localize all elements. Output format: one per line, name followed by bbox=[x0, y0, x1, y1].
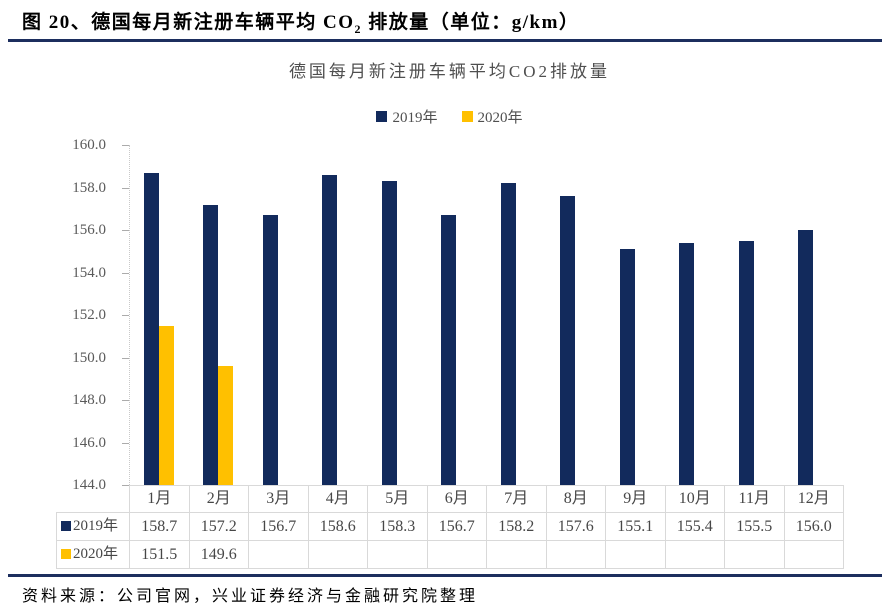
value-cell-2019-m1: 158.7 bbox=[129, 512, 190, 541]
month-header-cell-m10: 10月 bbox=[664, 485, 725, 513]
value-cell-2019-m11: 155.5 bbox=[724, 512, 785, 541]
bar-2019-m11 bbox=[738, 240, 754, 485]
month-header-cell-m12: 12月 bbox=[783, 485, 844, 513]
y-axis-tick bbox=[122, 485, 129, 486]
legend-swatch-icon bbox=[376, 111, 388, 122]
month-header-cell-m2: 2月 bbox=[188, 485, 249, 513]
y-axis-label: 154.0 bbox=[72, 264, 106, 281]
figure-title-unit: 排放量（单位：g/km） bbox=[362, 12, 580, 33]
series-key-cell-2020: 2020年 bbox=[56, 540, 130, 569]
month-header-row: 1月 2月 3月 4月 5月 6月 7月 8月 9月 10月 11月 12月 bbox=[57, 485, 844, 513]
legend-label: 2020年 bbox=[477, 110, 523, 126]
bar-2019-m12 bbox=[798, 230, 814, 485]
series-key-label: 2019年 bbox=[73, 518, 119, 534]
y-axis-line bbox=[129, 145, 130, 485]
bar-2019-m8 bbox=[560, 196, 576, 485]
y-axis-label: 148.0 bbox=[72, 392, 106, 408]
value-cell-2020-m8 bbox=[545, 540, 606, 569]
chart-legend: 2019年 2020年 bbox=[56, 106, 843, 127]
y-axis-tick bbox=[122, 187, 129, 189]
value-cell-2019-m12: 156.0 bbox=[783, 512, 844, 541]
legend-item-2019: 2019年 bbox=[376, 106, 438, 127]
y-axis-tick bbox=[122, 357, 129, 359]
y-axis-label: 152.0 bbox=[72, 307, 106, 323]
value-cell-2019-m2: 157.2 bbox=[188, 512, 249, 541]
month-header-cell-m8: 8月 bbox=[545, 485, 606, 513]
value-cell-2020-m6 bbox=[426, 540, 487, 569]
value-cell-2019-m3: 156.7 bbox=[248, 512, 309, 541]
month-header-cell-m6: 6月 bbox=[426, 485, 487, 513]
chart-data-table: 1月 2月 3月 4月 5月 6月 7月 8月 9月 10月 11月 12月 2019年 158.7 157… bbox=[56, 485, 844, 569]
value-cell-2020-m12 bbox=[783, 540, 844, 569]
month-header-cell-m3: 3月 bbox=[248, 485, 309, 513]
value-cell-2019-m8: 157.6 bbox=[545, 512, 606, 541]
month-header-cell-m1: 1月 bbox=[129, 485, 190, 513]
value-cell-2020-m5 bbox=[367, 540, 428, 569]
value-cell-2019-m5: 158.3 bbox=[367, 512, 428, 541]
value-cell-2020-m2: 149.6 bbox=[188, 540, 249, 569]
bar-2019-m7 bbox=[500, 183, 516, 485]
value-cell-2020-m9 bbox=[605, 540, 666, 569]
y-axis-tick bbox=[122, 442, 129, 444]
value-cell-2020-m4 bbox=[307, 540, 368, 569]
legend-label: 2019年 bbox=[392, 110, 438, 126]
bar-2020-m2 bbox=[218, 366, 234, 485]
table-row-2020: 2020年 151.5 149.6 bbox=[56, 540, 844, 569]
value-cell-2019-m7: 158.2 bbox=[486, 512, 547, 541]
y-axis-label: 146.0 bbox=[72, 434, 106, 451]
header-divider bbox=[8, 39, 882, 42]
bar-2020-m1 bbox=[158, 325, 174, 485]
y-axis-label: 144.0 bbox=[72, 477, 106, 493]
y-axis-label: 150.0 bbox=[72, 349, 106, 366]
y-axis-tick bbox=[122, 315, 129, 316]
bar-2019-m1 bbox=[143, 172, 159, 485]
y-axis-tick bbox=[122, 230, 129, 231]
month-header-cell-m5: 5月 bbox=[367, 485, 428, 513]
y-axis-label: 158.0 bbox=[72, 179, 106, 196]
figure-title-text: 图 20、德国每月新注册车辆平均 CO bbox=[22, 12, 355, 33]
figure-title: 图 20、德国每月新注册车辆平均 CO2 排放量（单位：g/km） bbox=[22, 7, 579, 37]
y-axis-tick bbox=[122, 400, 129, 401]
value-cell-2019-m6: 156.7 bbox=[426, 512, 487, 541]
value-cell-2019-m4: 158.6 bbox=[307, 512, 368, 541]
month-header-cell-m7: 7月 bbox=[486, 485, 547, 513]
chart-title: 德国每月新注册车辆平均CO2排放量 bbox=[288, 62, 611, 81]
series-key-swatch-icon bbox=[61, 520, 71, 531]
month-header-cell-m9: 9月 bbox=[605, 485, 666, 513]
bar-2019-m10 bbox=[679, 242, 695, 485]
bar-2019-m2 bbox=[203, 204, 219, 485]
series-key-cell-2019: 2019年 bbox=[56, 512, 130, 541]
value-cell-2020-m1: 151.5 bbox=[129, 540, 190, 569]
table-row-2019: 2019年 158.7 157.2 156.7 158.6 158.3 156.7 158.2… bbox=[56, 512, 844, 541]
bar-2019-m5 bbox=[381, 181, 397, 485]
table-corner-cell bbox=[57, 486, 130, 513]
y-axis-tick bbox=[122, 145, 129, 146]
series-key-swatch-icon bbox=[61, 548, 71, 559]
y-axis-label: 156.0 bbox=[72, 222, 106, 238]
legend-swatch-icon bbox=[461, 111, 473, 122]
value-cell-2020-m3 bbox=[248, 540, 309, 569]
value-cell-2019-m10: 155.4 bbox=[664, 512, 725, 541]
month-header-cell-m4: 4月 bbox=[307, 485, 368, 513]
y-axis-label: 160.0 bbox=[72, 137, 106, 153]
footer-divider bbox=[8, 574, 882, 577]
bar-2019-m6 bbox=[441, 215, 457, 485]
legend-item-2020: 2020年 bbox=[461, 106, 523, 127]
value-cell-2019-m9: 155.1 bbox=[605, 512, 666, 541]
value-cell-2020-m10 bbox=[664, 540, 725, 569]
value-cell-2020-m11 bbox=[724, 540, 785, 569]
source-note: 资料来源：公司官网，兴业证券经济与金融研究院整理 bbox=[22, 588, 479, 605]
bar-2019-m4 bbox=[322, 174, 338, 485]
series-key-label: 2020年 bbox=[73, 546, 119, 562]
bar-2019-m9 bbox=[619, 249, 635, 485]
bar-2019-m3 bbox=[262, 215, 278, 485]
y-axis-tick bbox=[122, 272, 129, 274]
co2-subscript: 2 bbox=[354, 21, 363, 36]
value-cell-2020-m7 bbox=[486, 540, 547, 569]
month-header-cell-m11: 11月 bbox=[724, 485, 785, 513]
